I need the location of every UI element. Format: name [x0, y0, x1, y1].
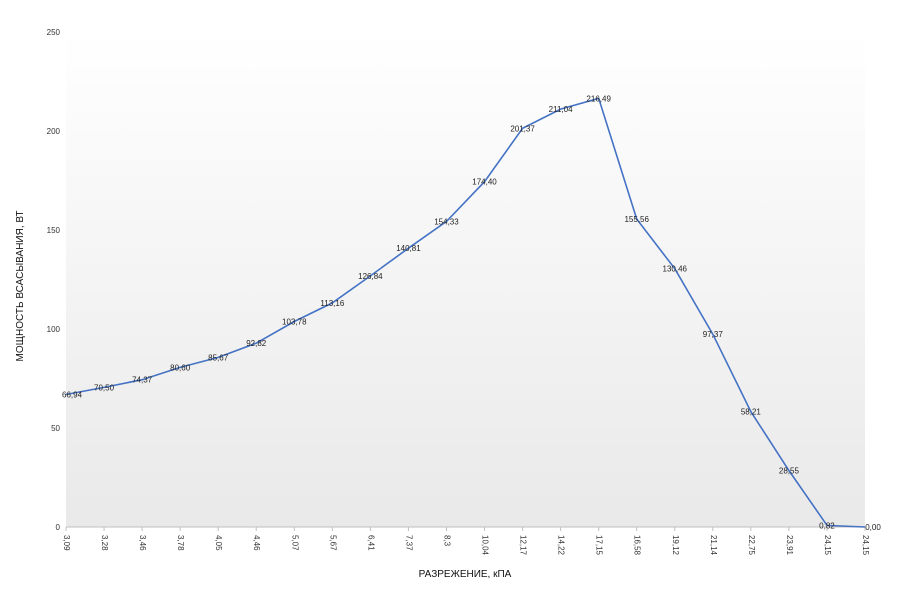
x-tick-label: 14,22 [557, 535, 566, 556]
x-tick-label: 6,41 [366, 535, 375, 551]
y-tick-label: 100 [47, 325, 61, 334]
x-tick-label: 24,15 [861, 535, 870, 556]
x-tick-label: 10,04 [481, 535, 490, 556]
x-tick-label: 24,15 [823, 535, 832, 556]
data-label: 174,40 [472, 178, 497, 187]
x-tick-label: 8,3 [442, 535, 451, 547]
data-label: 201,37 [510, 124, 535, 133]
x-tick-label: 22,75 [747, 535, 756, 556]
x-tick-label: 3,09 [62, 535, 71, 551]
x-tick-label: 5,07 [290, 535, 299, 551]
data-label: 113,16 [320, 299, 344, 308]
y-tick-label: 0 [56, 523, 61, 532]
data-label: 80,60 [170, 363, 191, 372]
plot-area [66, 32, 865, 527]
y-tick-label: 150 [47, 226, 61, 235]
x-tick-label: 21,14 [709, 535, 718, 556]
data-label: 155,56 [624, 215, 649, 224]
data-label: 0,00 [865, 523, 881, 532]
series-line [65, 97, 866, 528]
data-label: 211,04 [549, 105, 573, 114]
data-label: 92,82 [246, 339, 267, 348]
data-label: 70,50 [94, 383, 115, 392]
x-axis-title: РАЗРЕЖЕНИЕ, кПА [419, 569, 512, 580]
data-label: 66,94 [62, 390, 83, 399]
data-label: 154,33 [434, 217, 459, 226]
y-axis-title: МОЩНОСТЬ ВСАСЫВАНИЯ, ВТ [15, 211, 26, 362]
x-tick-label: 19,12 [671, 535, 680, 556]
x-tick-label: 16,58 [633, 535, 642, 556]
data-label: 97,37 [703, 330, 724, 339]
data-label: 103,78 [282, 318, 307, 327]
data-label: 74,37 [132, 376, 153, 385]
x-tick-label: 12,17 [519, 535, 528, 556]
data-label: 216,49 [586, 94, 611, 103]
data-label: 126,84 [358, 272, 383, 281]
data-label: 0,82 [819, 521, 835, 530]
y-tick-label: 50 [51, 424, 60, 433]
x-tick-label: 7,37 [404, 535, 413, 551]
x-tick-label: 23,91 [785, 535, 794, 556]
x-tick-label: 5,67 [328, 535, 337, 551]
data-label: 85,67 [208, 353, 229, 362]
x-tick-label: 3,28 [100, 535, 109, 551]
x-tick-label: 3,46 [138, 535, 147, 551]
y-axis: 0 50 100 150 200 250 [47, 28, 61, 532]
data-label: 28,55 [779, 466, 800, 475]
y-tick-label: 200 [47, 127, 61, 136]
x-tick-label: 17,15 [595, 535, 604, 556]
data-label: 140,81 [396, 244, 421, 253]
x-axis: 3,09 3,28 3,46 3,78 4,05 4,46 5,07 5,67 6,41 7,37… [62, 527, 870, 556]
x-tick-label: 3,78 [176, 535, 185, 551]
data-label: 130,46 [663, 265, 688, 274]
x-tick-label: 4,05 [214, 535, 223, 551]
y-tick-label: 250 [47, 28, 61, 37]
data-labels: 66,94 70,50 74,37 80,60 85,67 92,82 103,78 113,… [62, 94, 881, 532]
x-tick-label: 4,46 [252, 535, 261, 551]
data-label: 58,21 [741, 408, 762, 417]
